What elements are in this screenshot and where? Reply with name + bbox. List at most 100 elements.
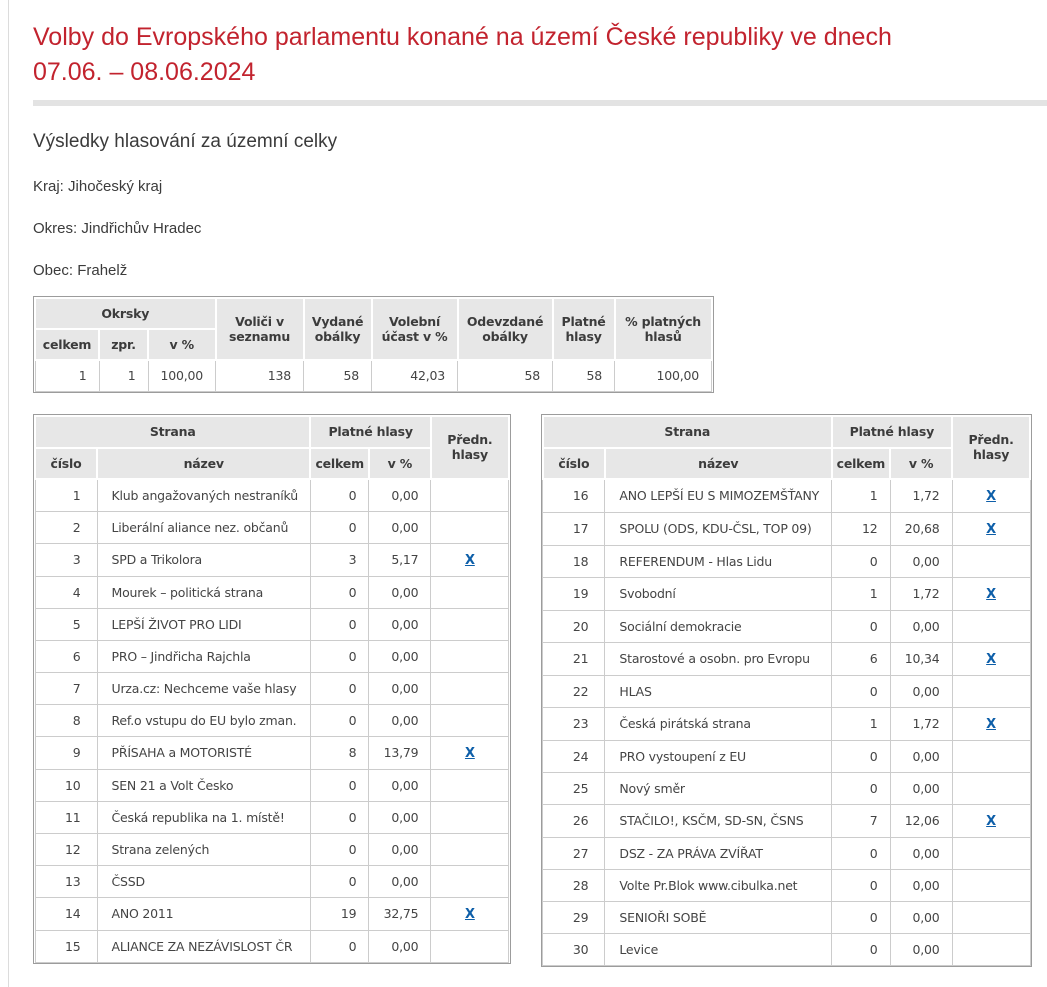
party-row: 17 SPOLU (ODS, KDU-ČSL, TOP 09) 12 20,68 X [542, 511, 1031, 546]
party-pref-cell: X [430, 896, 510, 931]
party-percent: 0,00 [368, 832, 432, 866]
party-row: 22 HLAS 0 0,00 [542, 674, 1031, 708]
party-table-left-body: 1 Klub angažovaných nestraníků 0 0,00 2 Liber… [34, 478, 510, 963]
party-name: Česká pirátská strana [604, 706, 833, 741]
party-pref-cell [951, 674, 1031, 708]
party-row: 16 ANO LEPŠÍ EU S MIMOZEMŠŤANY 1 1,72 X [542, 478, 1031, 513]
summary-ucast: 42,03 [371, 359, 459, 392]
party-pref-cell [951, 739, 1031, 773]
kraj-label: Kraj: [33, 178, 64, 195]
party-number: 27 [542, 836, 606, 870]
party-percent: 10,34 [889, 641, 953, 676]
party-pref-cell [430, 671, 510, 705]
party-percent: 0,00 [368, 478, 432, 512]
party-pref-cell [951, 868, 1031, 902]
party-name: REFERENDUM - Hlas Lidu [604, 544, 833, 578]
pref-votes-link[interactable]: X [464, 552, 475, 568]
kraj-value: Jihočeský kraj [68, 178, 163, 195]
party-total-votes: 0 [831, 544, 891, 578]
pref-votes-link[interactable]: X [986, 488, 996, 504]
pref-votes-link[interactable]: X [986, 716, 996, 732]
party-name: PRO vystoupení z EU [604, 739, 833, 773]
party-name: Mourek – politická strana [96, 575, 311, 609]
party-number: 12 [34, 832, 98, 866]
pref-votes-link[interactable]: X [464, 745, 475, 761]
party-name: ALIANCE ZA NEZÁVISLOST ČR [96, 929, 311, 963]
party-number: 28 [542, 868, 606, 902]
pref-votes-link[interactable]: X [986, 521, 996, 537]
party-row: 30 Levice 0 0,00 [542, 932, 1031, 966]
summary-vydane: 58 [303, 359, 373, 392]
party-percent: 0,00 [368, 864, 432, 898]
pref-votes-link[interactable]: X [986, 586, 996, 602]
pref-votes-link[interactable]: X [464, 906, 475, 922]
party-total-votes: 1 [831, 706, 891, 741]
party-percent: 0,00 [889, 900, 953, 934]
party-row: 15 ALIANCE ZA NEZÁVISLOST ČR 0 0,00 [34, 929, 510, 963]
page-title-line2: 07.06. – 08.06.2024 [33, 58, 256, 86]
party-number: 19 [542, 576, 606, 611]
party-total-votes: 0 [309, 768, 370, 802]
party-name: Levice [604, 932, 833, 966]
header-strana: Strana [33, 414, 312, 449]
party-total-votes: 0 [309, 832, 370, 866]
party-percent: 0,00 [368, 800, 432, 834]
summary-table-wrap: Okrsky Voliči v seznamu Vydané obálky Vo… [33, 296, 1047, 393]
party-row: 24 PRO vystoupení z EU 0 0,00 [542, 739, 1031, 773]
party-percent: 0,00 [889, 544, 953, 578]
party-percent: 0,00 [368, 510, 432, 544]
party-name: SENIOŘI SOBĚ [604, 900, 833, 934]
party-number: 8 [34, 703, 98, 737]
party-total-votes: 6 [831, 641, 891, 676]
party-total-votes: 0 [309, 607, 370, 641]
party-number: 16 [542, 478, 606, 513]
party-number: 3 [34, 542, 98, 577]
party-total-votes: 19 [309, 896, 370, 931]
party-pref-cell [430, 768, 510, 802]
page-title: Volby do Evropského parlamentu konané na… [33, 0, 1047, 90]
party-name: Sociální demokracie [604, 609, 833, 643]
party-percent: 0,00 [889, 739, 953, 773]
party-number: 23 [542, 706, 606, 741]
pref-votes-link[interactable]: X [986, 651, 996, 667]
party-table-right-frame: Strana Platné hlasy Předn. hlasy číslo n… [540, 413, 1033, 967]
party-total-votes: 1 [831, 478, 891, 513]
party-number: 24 [542, 739, 606, 773]
party-table-right-head: Strana Platné hlasy Předn. hlasy číslo n… [541, 414, 1032, 480]
party-total-votes: 0 [309, 575, 370, 609]
party-pref-cell: X [951, 576, 1031, 611]
party-pref-cell [430, 607, 510, 641]
party-total-votes: 0 [309, 639, 370, 673]
party-total-votes: 3 [309, 542, 370, 577]
pref-votes-link[interactable]: X [986, 813, 996, 829]
header-predn-hlasy: Předn. hlasy [429, 414, 510, 480]
party-pref-cell: X [951, 803, 1031, 838]
party-percent: 0,00 [368, 639, 432, 673]
summary-volici: 138 [215, 359, 305, 392]
party-total-votes: 0 [309, 671, 370, 705]
header-celkem: celkem [830, 446, 892, 480]
header-strana: Strana [541, 414, 833, 449]
party-percent: 0,00 [889, 609, 953, 643]
party-name: LEPŠÍ ŽIVOT PRO LIDI [96, 607, 311, 641]
party-pref-cell [951, 900, 1031, 934]
party-row: 20 Sociální demokracie 0 0,00 [542, 609, 1031, 643]
party-total-votes: 0 [309, 929, 370, 963]
party-number: 30 [542, 932, 606, 966]
party-pref-cell: X [430, 542, 510, 577]
party-total-votes: 0 [309, 703, 370, 737]
party-number: 6 [34, 639, 98, 673]
party-row: 21 Starostové a osobn. pro Evropu 6 10,34 X [542, 641, 1031, 676]
party-name: PŘÍSAHA a MOTORISTÉ [96, 735, 311, 770]
party-name: Strana zelených [96, 832, 311, 866]
party-row: 23 Česká pirátská strana 1 1,72 X [542, 706, 1031, 741]
header-predn-hlasy: Předn. hlasy [951, 414, 1032, 480]
party-row: 8 Ref.o vstupu do EU bylo zman. 0 0,00 [34, 703, 510, 737]
party-name: Ref.o vstupu do EU bylo zman. [96, 703, 311, 737]
summary-table-head: Okrsky Voliči v seznamu Vydané obálky Vo… [34, 297, 713, 361]
party-row: 29 SENIOŘI SOBĚ 0 0,00 [542, 900, 1031, 934]
party-number: 21 [542, 641, 606, 676]
party-row: 14 ANO 2011 19 32,75 X [34, 896, 510, 931]
party-percent: 0,00 [889, 868, 953, 902]
party-row: 2 Liberální aliance nez. občanů 0 0,00 [34, 510, 510, 544]
